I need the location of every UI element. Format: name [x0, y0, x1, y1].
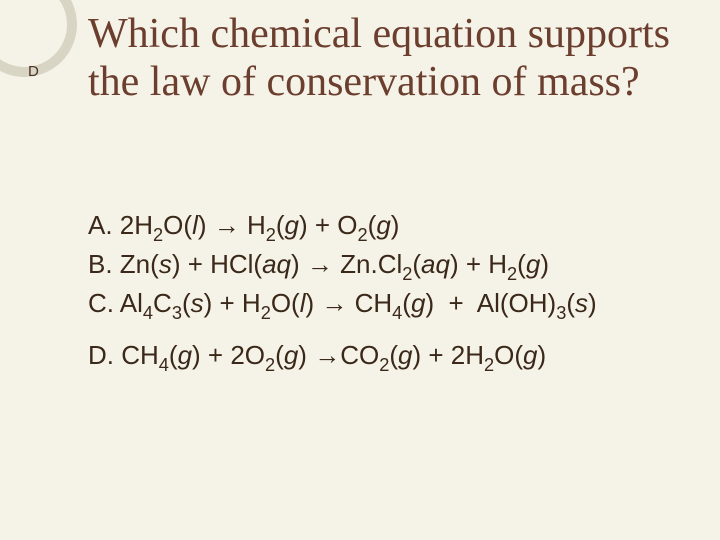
answer-list: A. 2H2O(l) → H2(g) + O2(g) B. Zn(s) + HC… [88, 208, 698, 377]
arrow-icon: → [307, 249, 333, 279]
answer-d: D. CH4(g) + 2O2(g) →CO2(g) + 2H2O(g) [88, 338, 698, 377]
answer-c: C. Al4C3(s) + H2O(l) → CH4(g) + Al(OH)3(… [88, 286, 698, 325]
answer-a-label: A. [88, 210, 113, 240]
arrow-icon: → [214, 210, 240, 240]
answer-d-label: D. [88, 340, 114, 370]
question-text: Which chemical equation supports the law… [88, 10, 688, 107]
answer-b: B. Zn(s) + HCl(aq) → Zn.Cl2(aq) + H2(g) [88, 247, 698, 286]
corner-letter: D [28, 63, 39, 80]
answer-c-label: C. [88, 288, 114, 318]
arrow-icon: → [321, 288, 347, 318]
answer-b-label: B. [88, 249, 113, 279]
arrow-icon: → [314, 340, 340, 370]
answer-a: A. 2H2O(l) → H2(g) + O2(g) [88, 208, 698, 247]
